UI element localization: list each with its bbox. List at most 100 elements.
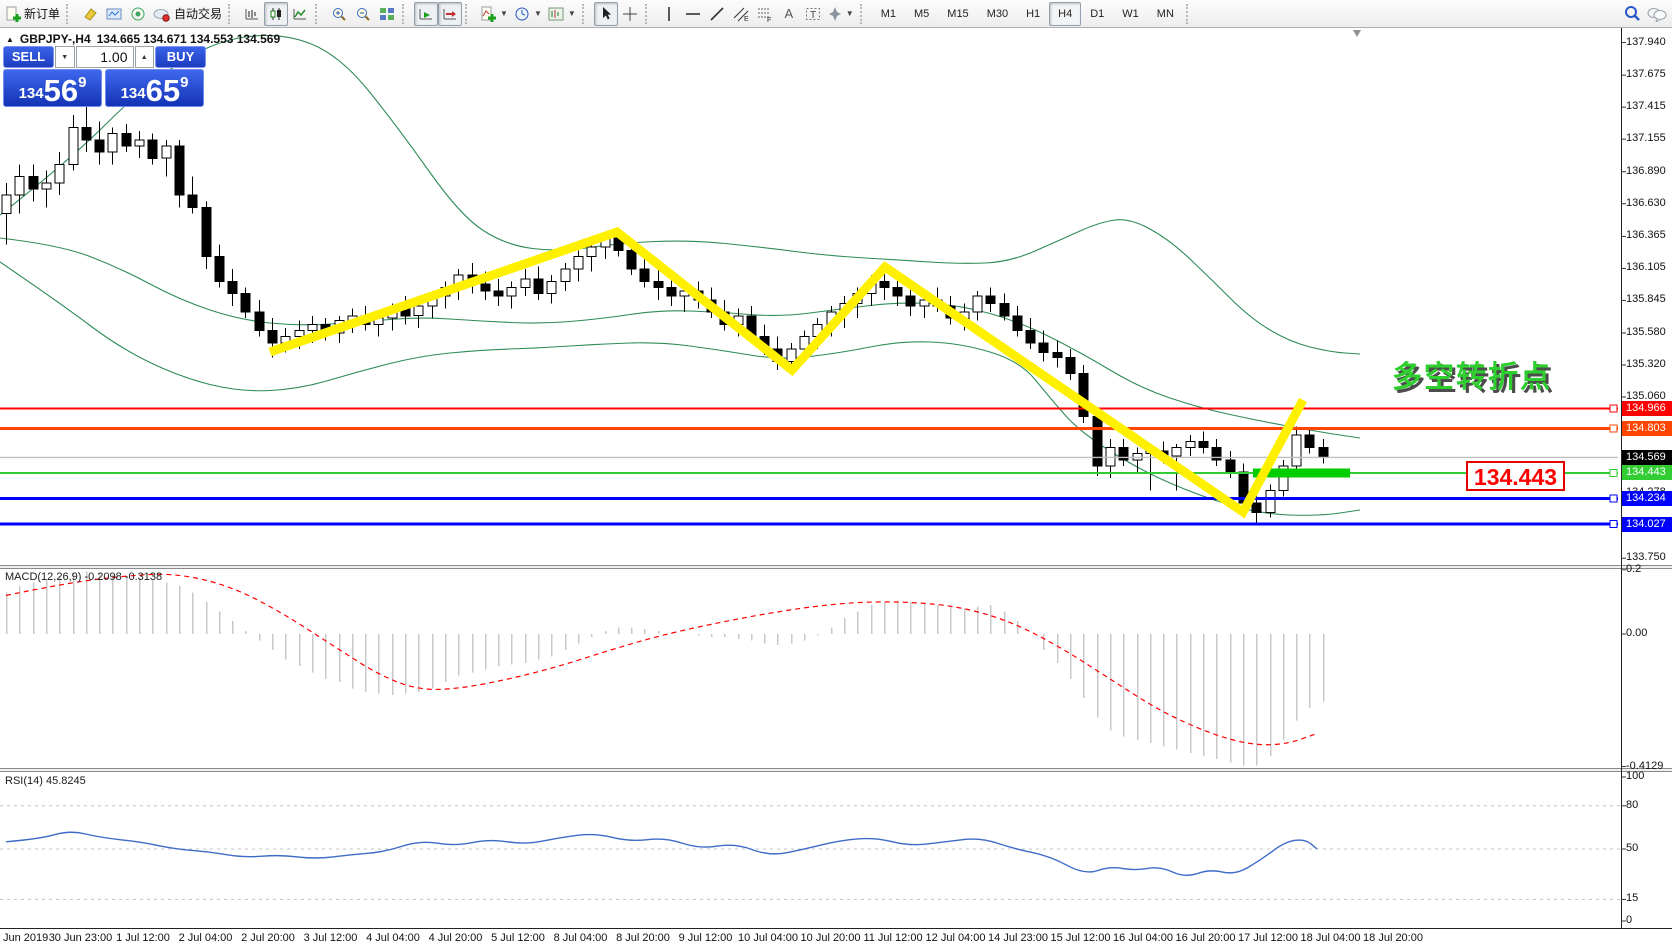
tab-h4[interactable]: H4 (1049, 1, 1082, 26)
sell-price-prefix: 134 (18, 85, 44, 102)
text-label-button[interactable]: T (801, 2, 825, 26)
candle-up (1291, 434, 1302, 467)
sell-button[interactable]: SELL (3, 46, 54, 68)
price-line-label: 134.803 (1622, 421, 1672, 437)
line-chart-button[interactable] (288, 2, 312, 26)
template-icon (548, 7, 564, 20)
candle-down (1318, 447, 1329, 458)
zoom-out-button[interactable] (351, 2, 375, 26)
buy-price-big: 65 (145, 72, 181, 108)
highlighter-icon (84, 7, 97, 21)
periods-button[interactable]: ▼ (511, 2, 545, 26)
candle-down (1038, 342, 1049, 354)
tab-m30[interactable]: M30 (986, 7, 1009, 20)
price-level-callout[interactable]: 134.443 (1466, 461, 1565, 491)
toolbar-gripper (581, 3, 591, 24)
price-tick: 133.750 (1626, 551, 1666, 564)
tab-w1[interactable]: W1 (1122, 7, 1139, 20)
candle-up (134, 139, 145, 147)
candle-up (107, 133, 118, 153)
collapse-panel-icon[interactable]: ▲ (6, 34, 14, 44)
chat-button[interactable] (1644, 2, 1670, 26)
auto-scroll-button[interactable] (414, 1, 439, 26)
price-tick: 135.580 (1626, 326, 1666, 338)
chart-shift-button[interactable] (438, 1, 463, 26)
arrows-button[interactable]: ▼ (825, 2, 857, 26)
volume-down-button[interactable]: ▼ (54, 46, 75, 68)
sell-price-big: 56 (43, 72, 79, 108)
market-watch-button[interactable] (102, 2, 126, 26)
search-button[interactable] (1620, 2, 1644, 26)
buy-button[interactable]: BUY (155, 46, 206, 68)
candle-down (1025, 330, 1036, 344)
search-icon (1625, 5, 1640, 21)
vertical-line-button[interactable] (657, 2, 681, 26)
spinner-up-icon: ▲ (140, 53, 148, 61)
line-handle[interactable] (1609, 494, 1618, 503)
auto-trading-button[interactable]: 自动交易 (150, 2, 225, 26)
candle-up (14, 176, 25, 196)
fibonacci-button[interactable]: F (753, 2, 777, 26)
line-handle[interactable] (1609, 404, 1618, 413)
sell-price-button[interactable]: 134 56 9 (3, 69, 102, 107)
text-button[interactable]: A (777, 2, 801, 26)
zoom-in-button[interactable] (327, 2, 351, 26)
auto-scroll-icon (419, 8, 433, 19)
tab-h1[interactable]: H1 (1026, 7, 1041, 20)
candle-up (54, 163, 65, 184)
candle-up (294, 330, 305, 338)
macd-signal-line (5, 573, 1318, 746)
tab-m5[interactable]: M5 (914, 7, 930, 20)
price-tick: 135.320 (1626, 358, 1666, 370)
candle-down (1118, 447, 1129, 461)
turning-point-annotation[interactable]: 多空转折点 (1392, 361, 1552, 394)
tab-d1[interactable]: D1 (1090, 7, 1105, 20)
channel-button[interactable]: E (729, 2, 753, 26)
new-order-button[interactable]: 新订单 (2, 2, 63, 26)
tab-m1[interactable]: M1 (880, 7, 896, 20)
trendline-icon (710, 6, 724, 21)
rsi-tick: 100 (1626, 770, 1645, 782)
zigzag-trendline[interactable] (268, 226, 1307, 519)
buy-price-button[interactable]: 134 65 9 (105, 69, 204, 107)
volume-up-button[interactable]: ▲ (134, 46, 155, 68)
toolbar-gripper (315, 3, 324, 24)
line-handle[interactable] (1609, 468, 1618, 477)
candle-down (1012, 315, 1023, 332)
volume-input[interactable] (75, 46, 134, 68)
tab-m15[interactable]: M15 (947, 7, 969, 20)
line-chart-icon (293, 8, 307, 19)
candle-chart-button[interactable] (264, 1, 289, 26)
time-axis-label: 16 Jul 04:00 (1113, 932, 1173, 944)
line-handle[interactable] (1609, 424, 1618, 433)
rsi-tick: 50 (1626, 842, 1639, 854)
cursor-icon (602, 6, 611, 19)
price-tick: 136.105 (1626, 261, 1666, 274)
trendline-button[interactable] (705, 2, 729, 26)
bollinger-middle-band (0, 237, 1361, 439)
horizontal-lines[interactable] (0, 404, 1618, 529)
price-tick: 137.415 (1626, 100, 1666, 113)
candle-up (799, 336, 810, 350)
buy-price-prefix: 134 (120, 85, 146, 102)
candle-up (1171, 447, 1182, 457)
templates-button[interactable]: ▼ (545, 2, 579, 26)
signal-button[interactable] (126, 2, 150, 26)
line-handle[interactable] (1609, 520, 1618, 529)
candle-down (81, 127, 92, 141)
time-axis-label: 10 Jul 20:00 (800, 932, 861, 944)
cursor-button[interactable] (593, 1, 618, 26)
candle-up (1132, 453, 1143, 461)
crosshair-button[interactable] (618, 2, 642, 26)
indicators-button[interactable]: ▼ (477, 2, 511, 26)
tab-mn[interactable]: MN (1156, 7, 1174, 20)
bar-chart-button[interactable] (240, 2, 264, 26)
candle-down (1052, 352, 1063, 359)
highlighter-button[interactable] (78, 2, 102, 26)
text-tool-glyph: A (784, 6, 794, 21)
tile-windows-button[interactable] (375, 2, 399, 26)
candle-down (999, 303, 1010, 317)
horizontal-line-button[interactable] (681, 2, 705, 26)
